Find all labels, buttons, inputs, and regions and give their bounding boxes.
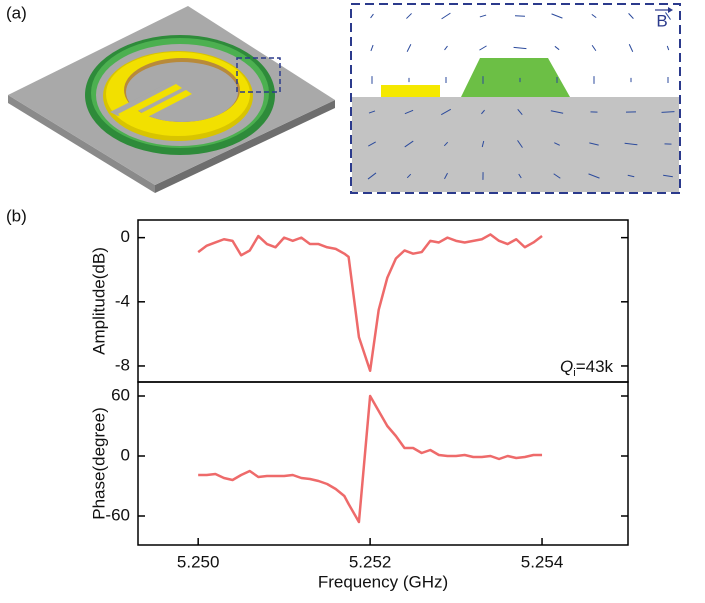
y-tick-label: -60 <box>105 505 130 524</box>
annotation-sub: i <box>573 367 575 379</box>
field-vector <box>628 13 634 19</box>
y-tick-label: 0 <box>121 227 130 246</box>
field-vector <box>550 110 564 114</box>
cross-section <box>350 3 681 194</box>
field-vector <box>368 141 376 147</box>
field-vector <box>481 140 485 148</box>
field-vector <box>406 13 412 19</box>
field-vector <box>440 108 452 116</box>
annotation-rest: =43k <box>576 357 614 376</box>
field-vector <box>368 110 376 114</box>
field-vector <box>370 44 374 52</box>
field-vector <box>367 172 377 180</box>
field-vector <box>513 46 527 50</box>
field-vector <box>628 44 634 52</box>
panel-label: (b) <box>6 206 27 225</box>
field-vector <box>517 109 523 115</box>
annotation: Qi=43k <box>560 357 614 378</box>
field-vector <box>444 172 448 180</box>
field-vector <box>406 44 412 52</box>
field-vector <box>663 174 673 178</box>
field-vector <box>554 45 560 51</box>
data-line <box>197 233 543 373</box>
field-vector <box>441 12 451 20</box>
field-vector <box>517 140 523 148</box>
field-vector <box>665 12 671 20</box>
x-axis-title: Frequency (GHz) <box>318 572 448 591</box>
x-tick-label: 5.252 <box>349 552 392 571</box>
field-vector <box>553 173 561 179</box>
field-vector <box>479 45 487 51</box>
field-vector <box>404 140 414 148</box>
field-vector <box>624 142 638 146</box>
y-tick-label: -4 <box>115 291 130 310</box>
device-illustration <box>8 6 335 193</box>
x-tick-label: 5.250 <box>177 552 220 571</box>
field-vector <box>666 45 670 51</box>
field-vector <box>554 142 560 146</box>
plot-frame <box>137 381 629 546</box>
annotation-main: Q <box>560 357 573 376</box>
panel-label: (a) <box>6 3 27 22</box>
y-axis-title: Amplitude(dB) <box>89 247 108 355</box>
field-vector <box>406 173 412 179</box>
field-vector <box>627 174 635 178</box>
field-vector <box>591 44 597 52</box>
field-vector <box>589 142 599 146</box>
field-vector <box>444 45 448 51</box>
field-vector <box>370 13 374 19</box>
field-vector <box>588 173 600 179</box>
field-vector <box>479 14 487 18</box>
field-vector <box>481 109 485 115</box>
field-vector <box>551 13 563 19</box>
y-tick-label: -8 <box>115 355 130 374</box>
y-axis-title: Phase(degree) <box>89 407 108 519</box>
field-vector <box>591 13 597 19</box>
y-tick-label: 60 <box>111 385 130 404</box>
field-label: B <box>656 11 667 30</box>
x-tick-label: 5.254 <box>521 552 564 571</box>
field-vector <box>518 173 522 179</box>
field-vector <box>661 111 675 113</box>
data-line <box>198 394 543 524</box>
field-vector <box>443 141 449 147</box>
y-tick-label: 0 <box>121 445 130 464</box>
field-vector <box>404 109 414 115</box>
